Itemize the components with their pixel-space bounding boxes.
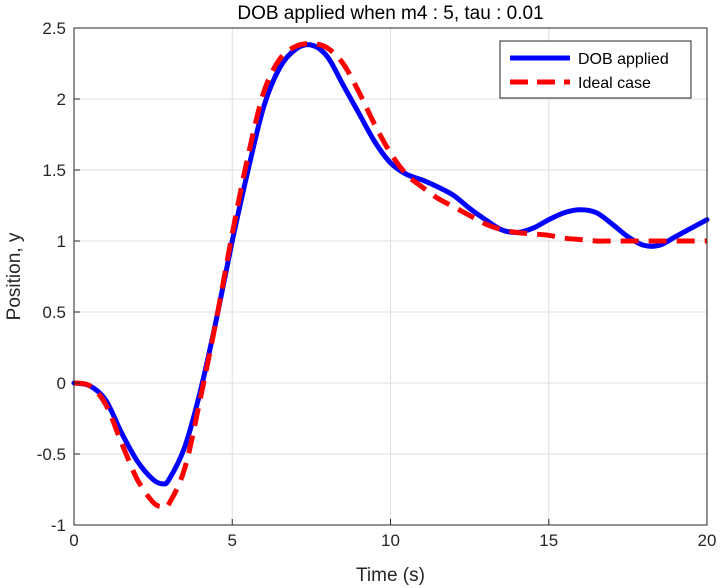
- y-tick-label: 1.5: [42, 161, 66, 180]
- x-axis-label: Time (s): [356, 565, 425, 586]
- legend: DOB applied Ideal case: [499, 40, 692, 99]
- y-axis-label: Position, y: [4, 232, 25, 320]
- x-tick-label: 0: [69, 531, 78, 550]
- x-tick-label: 10: [381, 531, 400, 550]
- y-tick-label: 2.5: [42, 19, 66, 38]
- legend-label-1: DOB applied: [578, 51, 669, 68]
- legend-label-2: Ideal case: [578, 75, 651, 92]
- x-tick-label: 15: [539, 531, 558, 550]
- x-tick-label: 5: [228, 531, 237, 550]
- y-tick-label: 0.5: [42, 303, 66, 322]
- series-line-1: [71, 42, 710, 487]
- chart-title: DOB applied when m4 : 5, tau : 0.01: [237, 3, 543, 24]
- y-tick-label: 0: [57, 374, 66, 393]
- ticks: 0 5 10 15 20 -1 -0.5 0 0.5 1 1.5 2 2.5: [37, 19, 717, 550]
- x-tick-label: 20: [698, 531, 717, 550]
- y-tick-label: 1: [57, 232, 66, 251]
- series-line-2: [73, 41, 707, 511]
- legend-box: [499, 40, 692, 99]
- y-tick-label: -1: [51, 516, 66, 535]
- y-tick-label: 2: [57, 90, 66, 109]
- series-layer: [71, 41, 710, 511]
- y-tick-label: -0.5: [37, 445, 66, 464]
